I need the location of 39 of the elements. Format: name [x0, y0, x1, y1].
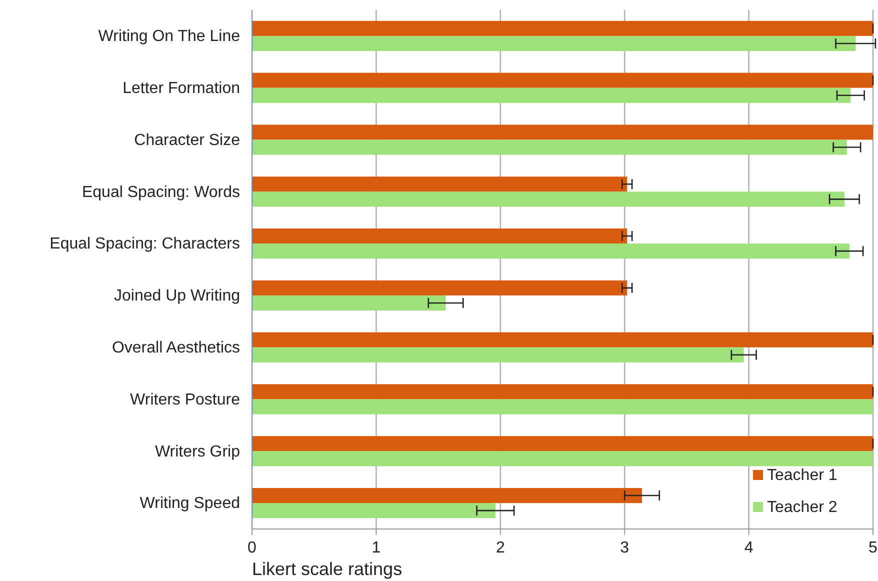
bar: [252, 192, 844, 207]
bar: [252, 72, 873, 88]
bar: [252, 280, 628, 296]
x-tick-label: 1: [372, 539, 381, 556]
bar: [252, 124, 873, 140]
y-tick-label: Equal Spacing: Words: [82, 184, 240, 201]
y-tick-label: Writing On The Line: [98, 28, 240, 46]
y-tick-label: Writers Grip: [154, 443, 240, 460]
legend-label: Teacher 2: [767, 499, 838, 516]
bar: [252, 436, 873, 452]
bar: [252, 488, 642, 504]
x-axis-title: Likert scale ratings: [252, 559, 402, 579]
bar: [252, 244, 850, 259]
y-tick-label: Letter Formation: [122, 80, 240, 97]
bar: [252, 88, 851, 103]
y-tick-label: Writing Speed: [140, 495, 240, 512]
x-tick-label: 0: [248, 539, 257, 556]
bar: [252, 503, 496, 518]
bar: [252, 176, 628, 192]
x-tick-label: 5: [868, 539, 878, 556]
bar: [252, 332, 873, 348]
bar: [252, 384, 873, 400]
y-tick-label: Writers Posture: [130, 391, 240, 408]
bar: [252, 399, 873, 414]
y-tick-label: Equal Spacing: Characters: [50, 236, 240, 253]
bar: [252, 36, 856, 51]
y-tick-label: Overall Aesthetics: [112, 339, 240, 356]
legend-label: Teacher 1: [767, 467, 838, 484]
bar: [252, 451, 873, 466]
bar: [252, 228, 628, 244]
bar: [252, 347, 744, 362]
y-tick-label: Character Size: [134, 132, 240, 149]
x-tick-label: 4: [744, 539, 754, 556]
x-tick-label: 3: [620, 539, 630, 556]
y-tick-label: Joined Up Writing: [114, 288, 240, 305]
bar: [252, 140, 847, 155]
bar: [252, 295, 446, 310]
bar: [252, 20, 873, 36]
x-tick-label: 2: [496, 539, 505, 556]
